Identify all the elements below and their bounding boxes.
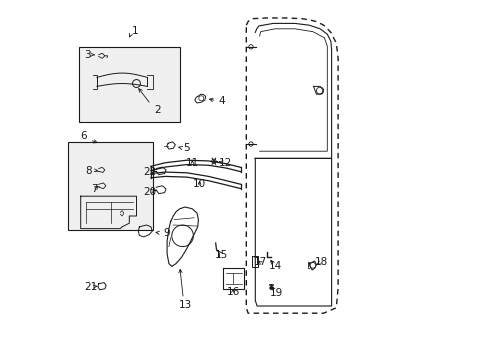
Text: 16: 16 xyxy=(226,287,239,297)
Text: 13: 13 xyxy=(178,300,191,310)
FancyBboxPatch shape xyxy=(68,142,152,230)
Text: 5: 5 xyxy=(183,143,190,153)
Text: 15: 15 xyxy=(215,250,228,260)
Text: 17: 17 xyxy=(253,257,266,267)
Text: 1: 1 xyxy=(131,26,138,36)
Text: 12: 12 xyxy=(218,158,232,168)
Text: 21: 21 xyxy=(84,282,97,292)
Text: 4: 4 xyxy=(218,96,224,106)
FancyBboxPatch shape xyxy=(79,47,179,122)
Text: 7: 7 xyxy=(91,184,98,194)
Text: 9: 9 xyxy=(163,228,170,238)
Text: 14: 14 xyxy=(268,261,281,271)
Text: 6: 6 xyxy=(80,131,87,141)
Text: 18: 18 xyxy=(315,257,328,267)
Text: 20: 20 xyxy=(143,186,156,197)
Circle shape xyxy=(269,286,273,290)
Text: 3: 3 xyxy=(84,50,90,60)
Text: 2: 2 xyxy=(154,105,161,115)
Text: 11: 11 xyxy=(185,158,199,168)
Text: 22: 22 xyxy=(143,167,156,177)
Text: 19: 19 xyxy=(270,288,283,298)
Text: 8: 8 xyxy=(85,166,92,176)
Text: 10: 10 xyxy=(193,179,205,189)
